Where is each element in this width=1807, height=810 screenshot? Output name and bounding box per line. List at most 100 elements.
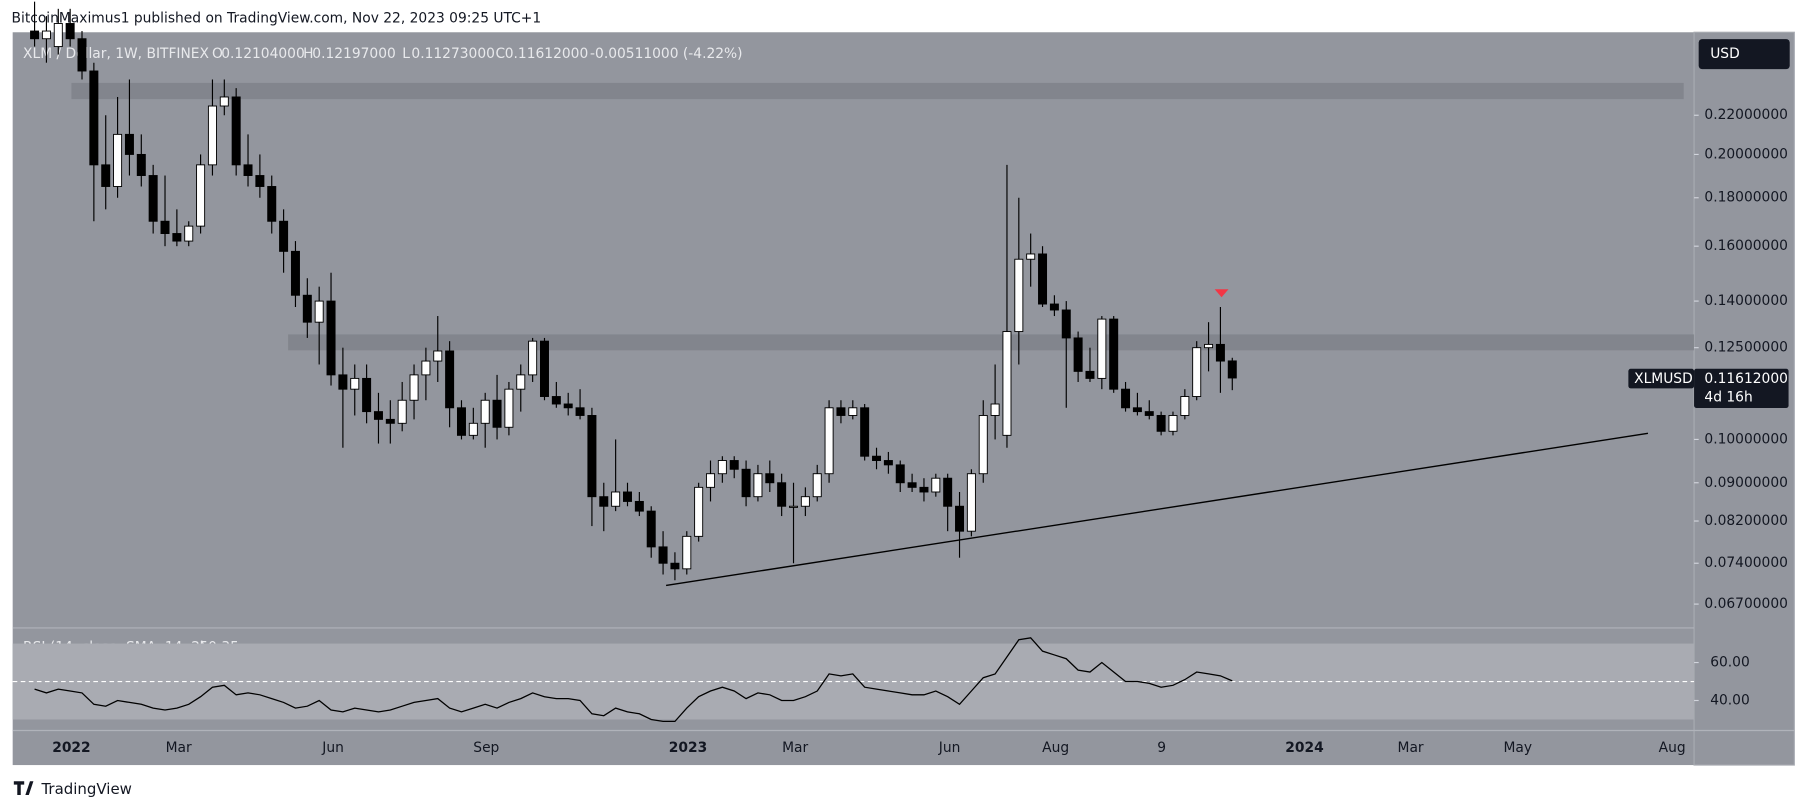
ohlc-key: L bbox=[402, 46, 410, 62]
candle-body bbox=[966, 473, 976, 532]
candle-body bbox=[634, 500, 644, 512]
candle-body bbox=[1144, 411, 1154, 416]
candle-body bbox=[777, 482, 787, 507]
candle-body bbox=[302, 294, 312, 323]
candle-body bbox=[516, 374, 526, 390]
candle-body bbox=[409, 374, 419, 401]
candle-body bbox=[931, 477, 941, 493]
candle-body bbox=[682, 535, 692, 570]
y-tick-label: 0.16000000 bbox=[1704, 238, 1787, 254]
candle-body bbox=[326, 300, 336, 376]
x-tick-label: May bbox=[1503, 740, 1532, 756]
candle-body bbox=[243, 164, 253, 176]
x-tick-label: Mar bbox=[1398, 740, 1424, 756]
y-tick-label: 0.08200000 bbox=[1704, 513, 1787, 529]
price-label-symbol-box bbox=[1628, 368, 1695, 389]
price-label-box bbox=[1694, 368, 1789, 408]
y-tick-label: 0.09000000 bbox=[1704, 475, 1787, 491]
candle-body bbox=[1156, 415, 1166, 432]
y-tick-label: 0.14000000 bbox=[1704, 293, 1787, 309]
rsi-tick-label: 40.00 bbox=[1710, 693, 1750, 709]
candle-body bbox=[1168, 415, 1178, 432]
candle-body bbox=[978, 415, 988, 475]
candle-body bbox=[1132, 407, 1142, 413]
candle-body bbox=[124, 133, 134, 155]
candle-body bbox=[445, 350, 455, 409]
candle-body bbox=[729, 460, 739, 470]
candle-body bbox=[53, 23, 63, 48]
candle-body bbox=[836, 407, 846, 416]
candle-body bbox=[255, 175, 265, 187]
candle-body bbox=[1061, 309, 1071, 339]
candle-body bbox=[860, 407, 870, 457]
y-tick-label: 0.07400000 bbox=[1704, 555, 1787, 571]
candle-body bbox=[433, 350, 443, 362]
candle-body bbox=[765, 473, 775, 484]
x-tick-label: 2022 bbox=[52, 740, 90, 756]
logo-icon bbox=[13, 781, 34, 796]
candle-body bbox=[456, 407, 466, 436]
y-tick-label: 0.12500000 bbox=[1704, 340, 1787, 356]
red-marker bbox=[1214, 289, 1229, 298]
candle-body bbox=[196, 164, 206, 227]
candle-body bbox=[717, 460, 727, 475]
candle-body bbox=[658, 546, 668, 564]
ohlc-key: C bbox=[496, 46, 506, 62]
candle-body bbox=[1038, 253, 1048, 305]
candle-body bbox=[1073, 337, 1083, 372]
candle-body bbox=[528, 340, 538, 376]
footer-brand: TradingView bbox=[40, 780, 131, 798]
candle-body bbox=[219, 96, 229, 107]
candle-body bbox=[385, 418, 395, 424]
candle-body bbox=[1192, 347, 1202, 397]
candle-body bbox=[421, 360, 431, 376]
candle-body bbox=[350, 377, 360, 390]
candle-body bbox=[1002, 331, 1012, 436]
candle-body bbox=[789, 505, 799, 508]
x-tick-label: 9 bbox=[1157, 740, 1166, 756]
candle-body bbox=[539, 340, 549, 397]
candle-body bbox=[670, 562, 680, 570]
candle-body bbox=[113, 133, 123, 187]
x-tick-label: Jun bbox=[938, 740, 961, 756]
candle-body bbox=[1026, 253, 1036, 260]
candle-body bbox=[207, 105, 217, 166]
candle-body bbox=[753, 473, 763, 498]
candle-body bbox=[551, 396, 561, 405]
candle-body bbox=[89, 70, 99, 166]
candle-body bbox=[101, 164, 111, 187]
price-label-countdown: 4d 16h bbox=[1704, 390, 1752, 406]
candle-body bbox=[741, 468, 751, 498]
candle-body bbox=[1109, 318, 1119, 390]
candle-body bbox=[231, 96, 241, 166]
candle-body bbox=[290, 250, 300, 296]
y-tick-label: 0.10000000 bbox=[1704, 431, 1787, 447]
candle-body bbox=[148, 175, 158, 222]
candle-body bbox=[184, 225, 194, 242]
x-tick-label: Aug bbox=[1042, 740, 1069, 756]
candle-body bbox=[30, 30, 40, 40]
zone bbox=[288, 334, 1695, 351]
candle-body bbox=[1049, 303, 1059, 311]
publish-header: BitcoinMaximus1 published on TradingView… bbox=[12, 10, 542, 26]
candle-body bbox=[362, 377, 372, 413]
candle-body bbox=[1085, 370, 1095, 379]
candle-body bbox=[77, 38, 87, 72]
candle-body bbox=[812, 473, 822, 498]
candle-body bbox=[468, 422, 478, 436]
x-tick-label: Jun bbox=[321, 740, 344, 756]
candle-body bbox=[623, 491, 632, 502]
currency-button[interactable] bbox=[1698, 39, 1790, 70]
candle-body bbox=[824, 407, 834, 475]
candle-body bbox=[800, 496, 810, 507]
tradingview-logo: TradingView bbox=[13, 780, 132, 798]
x-tick-label: 2023 bbox=[669, 740, 707, 756]
candle-body bbox=[599, 496, 609, 507]
ohlc-key: H bbox=[303, 46, 313, 62]
x-tick-label: Mar bbox=[166, 740, 192, 756]
candle-body bbox=[1180, 396, 1190, 416]
chart-frame bbox=[12, 32, 1795, 766]
candle-body bbox=[1121, 388, 1131, 409]
y-tick-label: 0.06700000 bbox=[1704, 596, 1787, 612]
